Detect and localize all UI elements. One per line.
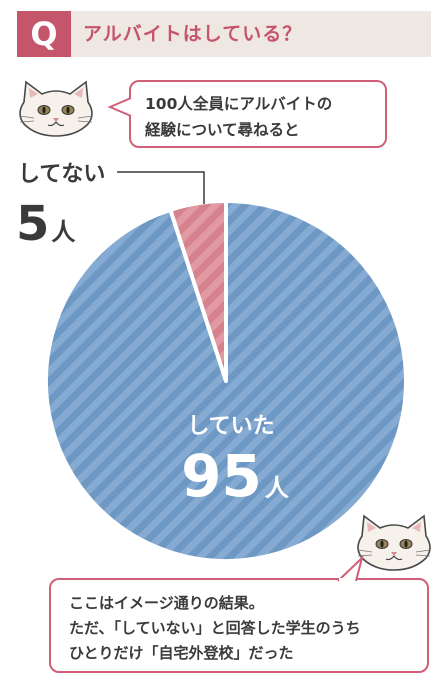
label-not-working: してない <box>18 162 106 187</box>
bubble-tail <box>337 556 364 582</box>
value-working-number: 95 <box>181 442 262 510</box>
result-line-1: ここはイメージ通りの結果。 <box>69 594 264 612</box>
value-not-working-unit: 人 <box>51 218 76 246</box>
result-bubble: ここはイメージ通りの結果。 ただ、「していない」と回答した学生のうち ひとりだけ… <box>49 578 429 673</box>
result-line-3: ひとりだけ「自宅外登校」だった <box>69 644 294 662</box>
value-working: 95 人 <box>170 442 300 510</box>
intro-line-1: 100人全員にアルバイトの <box>145 95 333 113</box>
value-not-working: 5人 <box>16 196 75 252</box>
pie-slice-not-working <box>168 199 228 383</box>
label-working: していた <box>187 414 275 439</box>
cat-face-icon <box>19 80 93 137</box>
intro-bubble: 100人全員にアルバイトの 経験について尋ねると <box>129 80 387 148</box>
intro-line-2: 経験について尋ねると <box>145 121 300 139</box>
result-line-2: ただ、「していない」と回答した学生のうち <box>69 619 361 637</box>
leader-line <box>117 171 205 204</box>
value-not-working-number: 5 <box>16 196 50 252</box>
cat-face-icon <box>357 514 431 571</box>
q-badge-icon: Q <box>17 11 71 57</box>
question-title: アルバイトはしている？ <box>83 23 303 45</box>
badge-letter: Q <box>30 15 57 53</box>
bubble-tail <box>108 97 132 117</box>
value-working-unit: 人 <box>264 474 289 502</box>
question-header: Q アルバイトはしている？ <box>17 11 431 57</box>
